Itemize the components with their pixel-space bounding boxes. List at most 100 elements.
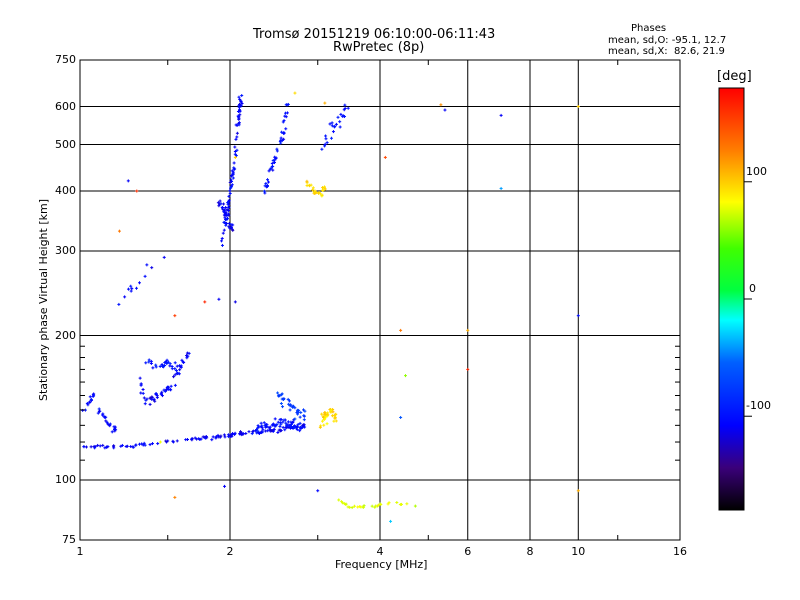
data-point — [279, 402, 283, 406]
data-point — [151, 442, 155, 446]
data-point — [219, 434, 223, 438]
y-tick-label: 200 — [55, 328, 76, 342]
data-point — [305, 179, 309, 183]
data-point — [186, 438, 190, 442]
data-point — [220, 205, 224, 209]
data-point — [293, 91, 297, 95]
data-point — [179, 364, 183, 368]
data-point — [303, 425, 307, 429]
data-point — [201, 435, 205, 439]
data-point — [287, 399, 291, 403]
data-point — [334, 412, 338, 416]
colorbar-unit-text: deg — [722, 69, 747, 84]
data-point — [142, 396, 146, 400]
data-point — [283, 418, 287, 422]
y-tick-label: 750 — [55, 53, 76, 66]
y-tick-label: 400 — [55, 184, 76, 198]
data-point — [271, 168, 275, 172]
data-point — [233, 300, 237, 304]
data-point — [112, 425, 116, 429]
x-tick-label: 16 — [673, 545, 687, 558]
data-point — [110, 430, 114, 434]
data-point — [227, 222, 231, 226]
data-point — [129, 284, 133, 288]
data-point — [214, 436, 218, 440]
data-point — [281, 405, 285, 409]
data-point — [320, 193, 324, 197]
data-point — [291, 420, 295, 424]
data-point — [135, 189, 139, 193]
data-point — [439, 103, 443, 107]
data-point — [316, 489, 320, 493]
data-point — [138, 281, 142, 285]
data-point — [172, 375, 176, 379]
data-point — [333, 415, 337, 419]
data-point — [227, 194, 231, 198]
data-point — [235, 148, 239, 152]
data-point — [158, 440, 162, 444]
data-point — [321, 188, 325, 192]
data-point — [156, 442, 160, 446]
data-point — [164, 439, 168, 443]
data-point — [286, 425, 290, 429]
data-point — [232, 161, 236, 165]
data-point — [376, 503, 380, 507]
data-point — [320, 412, 324, 416]
data-point — [233, 155, 237, 159]
data-point — [233, 150, 237, 154]
data-point — [120, 443, 124, 447]
data-point — [101, 413, 105, 417]
data-point — [230, 169, 234, 173]
data-point — [374, 504, 378, 508]
data-point — [260, 426, 264, 430]
data-point — [92, 444, 96, 448]
data-point — [101, 443, 105, 447]
x-tick-label: 1 — [76, 545, 84, 558]
data-point — [173, 383, 177, 387]
data-point — [176, 371, 180, 375]
data-point — [251, 429, 255, 433]
data-point — [295, 428, 299, 432]
data-point — [225, 208, 229, 212]
data-point — [150, 266, 154, 270]
data-point — [235, 131, 239, 135]
data-point — [309, 183, 313, 187]
data-point — [383, 155, 387, 159]
data-point — [91, 393, 95, 397]
y-tick-label: 75 — [62, 533, 76, 546]
data-point — [272, 427, 276, 431]
data-point — [117, 302, 121, 306]
data-point — [346, 106, 350, 110]
data-point — [261, 428, 265, 432]
data-point — [226, 201, 230, 205]
data-point — [171, 440, 175, 444]
data-point — [166, 387, 170, 391]
data-point — [141, 388, 145, 392]
data-point — [173, 314, 177, 318]
data-point — [216, 433, 220, 437]
data-point — [362, 505, 366, 509]
data-point — [238, 113, 242, 117]
data-point — [413, 504, 417, 508]
data-point — [285, 103, 289, 107]
x-tick-label: 6 — [464, 545, 472, 558]
data-point — [348, 505, 352, 509]
data-point — [231, 432, 235, 436]
data-point — [274, 424, 278, 428]
data-point — [240, 432, 244, 436]
data-point — [222, 433, 226, 437]
data-point — [205, 436, 209, 440]
data-point — [231, 171, 235, 175]
data-point — [89, 445, 93, 449]
data-point — [295, 425, 299, 429]
data-point — [107, 423, 111, 427]
data-point — [178, 368, 182, 372]
data-point — [144, 361, 148, 365]
data-point — [149, 359, 153, 363]
data-point — [222, 210, 226, 214]
data-point — [175, 439, 179, 443]
data-point — [286, 397, 290, 401]
data-point — [104, 415, 108, 419]
data-point — [399, 415, 403, 419]
